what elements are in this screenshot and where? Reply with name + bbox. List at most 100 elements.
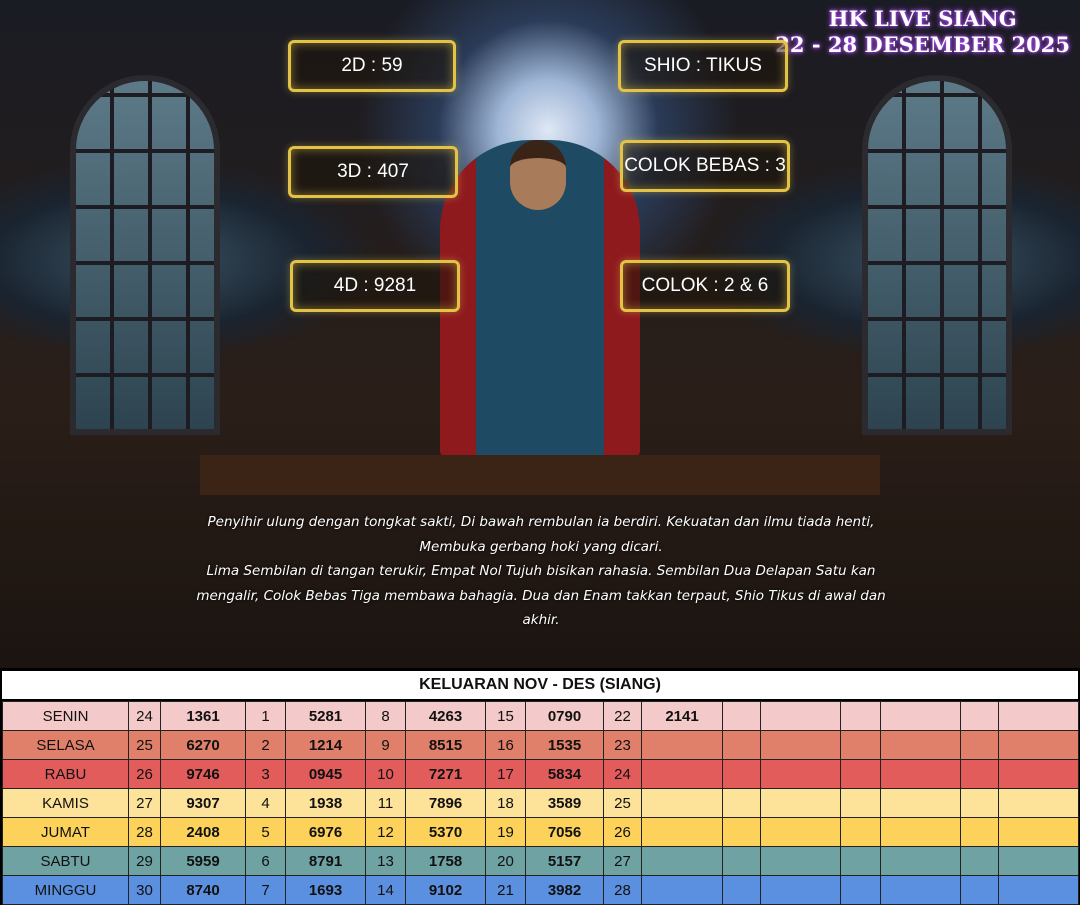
date-cell: 20 [485, 846, 526, 876]
day-cell: SENIN [2, 701, 129, 731]
result-cell [760, 788, 841, 818]
date-cell: 23 [603, 730, 642, 760]
date-cell: 25 [603, 788, 642, 818]
date-cell [722, 759, 761, 789]
date-cell [722, 788, 761, 818]
right-window [862, 75, 1012, 435]
date-cell: 30 [128, 875, 161, 905]
date-cell: 28 [128, 817, 161, 847]
result-cell [760, 875, 841, 905]
date-cell [960, 788, 999, 818]
result-cell: 3982 [525, 875, 604, 905]
result-cell [641, 875, 723, 905]
result-cell: 0790 [525, 701, 604, 731]
date-cell [840, 788, 881, 818]
result-cell [880, 846, 961, 876]
desk [200, 455, 880, 495]
date-cell [960, 759, 999, 789]
result-cell [641, 788, 723, 818]
result-cell: 5281 [285, 701, 366, 731]
wizard-illustration [0, 0, 1080, 668]
result-cell [760, 730, 841, 760]
result-cell [998, 875, 1079, 905]
date-cell: 16 [485, 730, 526, 760]
result-cell: 1938 [285, 788, 366, 818]
result-cell: 9746 [160, 759, 246, 789]
date-cell: 13 [365, 846, 406, 876]
date-cell: 29 [128, 846, 161, 876]
result-cell: 1535 [525, 730, 604, 760]
prediction-shio: SHIO : TIKUS [618, 40, 788, 92]
result-cell: 6976 [285, 817, 366, 847]
result-cell [641, 730, 723, 760]
date-cell [960, 875, 999, 905]
result-cell: 7271 [405, 759, 486, 789]
result-cell [760, 817, 841, 847]
day-cell: SABTU [2, 846, 129, 876]
date-cell: 8 [365, 701, 406, 731]
result-cell [760, 701, 841, 731]
table-row: SABTU 29 5959 6 8791 13 1758 20 5157 27 [2, 846, 1079, 876]
result-cell: 2408 [160, 817, 246, 847]
date-cell [960, 817, 999, 847]
date-cell: 27 [603, 846, 642, 876]
result-cell [998, 701, 1079, 731]
result-cell: 3589 [525, 788, 604, 818]
result-cell: 8515 [405, 730, 486, 760]
result-cell [760, 846, 841, 876]
results-table: KELUARAN NOV - DES (SIANG) SENIN 24 1361 1 5… [0, 668, 1080, 905]
date-cell: 10 [365, 759, 406, 789]
date-cell: 24 [603, 759, 642, 789]
date-cell: 18 [485, 788, 526, 818]
date-cell [960, 846, 999, 876]
result-cell: 1693 [285, 875, 366, 905]
date-cell [840, 759, 881, 789]
poem-stanza-2: Lima Sembilan di tangan terukir, Empat N… [196, 563, 886, 628]
result-cell [641, 846, 723, 876]
result-cell: 7056 [525, 817, 604, 847]
result-cell [880, 759, 961, 789]
prediction-colok: COLOK : 2 & 6 [620, 260, 790, 312]
table-row: RABU 26 9746 3 0945 10 7271 17 5834 24 [2, 759, 1079, 789]
date-cell [840, 701, 881, 731]
table-row: KAMIS 27 9307 4 1938 11 7896 18 3589 25 [2, 788, 1079, 818]
result-cell: 9102 [405, 875, 486, 905]
poem: Penyihir ulung dengan tongkat sakti, Di … [185, 510, 897, 633]
date-cell: 4 [245, 788, 286, 818]
date-cell: 26 [603, 817, 642, 847]
result-cell [998, 759, 1079, 789]
result-cell: 9307 [160, 788, 246, 818]
result-cell: 8740 [160, 875, 246, 905]
date-cell: 2 [245, 730, 286, 760]
result-cell: 5157 [525, 846, 604, 876]
date-cell: 28 [603, 875, 642, 905]
date-cell: 26 [128, 759, 161, 789]
result-cell [641, 759, 723, 789]
result-cell: 8791 [285, 846, 366, 876]
result-cell [641, 817, 723, 847]
table-row: SENIN 24 1361 1 5281 8 4263 15 0790 22 2141 [2, 701, 1079, 731]
result-cell [880, 817, 961, 847]
date-cell [722, 817, 761, 847]
result-cell [998, 817, 1079, 847]
date-cell: 7 [245, 875, 286, 905]
result-cell [880, 730, 961, 760]
date-cell [960, 701, 999, 731]
result-cell: 0945 [285, 759, 366, 789]
result-cell [998, 846, 1079, 876]
date-cell: 12 [365, 817, 406, 847]
result-cell: 4263 [405, 701, 486, 731]
date-cell [722, 701, 761, 731]
date-cell [840, 817, 881, 847]
result-cell: 1214 [285, 730, 366, 760]
day-cell: RABU [2, 759, 129, 789]
result-cell [880, 875, 961, 905]
result-cell: 1361 [160, 701, 246, 731]
date-cell: 3 [245, 759, 286, 789]
date-cell: 27 [128, 788, 161, 818]
prediction-3d: 3D : 407 [288, 146, 458, 198]
result-cell [880, 788, 961, 818]
result-cell: 7896 [405, 788, 486, 818]
date-cell [840, 875, 881, 905]
date-cell [722, 846, 761, 876]
